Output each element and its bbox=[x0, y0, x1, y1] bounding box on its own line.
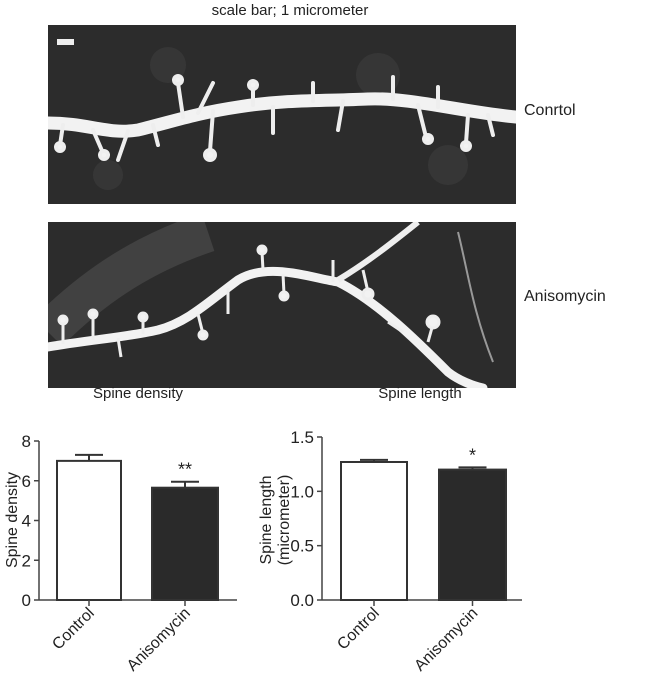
bar-anisomycin bbox=[438, 468, 507, 601]
y-axis-label: Spine density bbox=[4, 472, 21, 568]
chart-title: Spine length bbox=[378, 385, 461, 402]
x-tick-label: Anisomycin bbox=[411, 605, 481, 675]
y-axis-label: Spine length bbox=[258, 476, 275, 565]
scale-bar-caption: scale bar; 1 micrometer bbox=[211, 2, 369, 19]
y-tick-label: 1.5 bbox=[290, 428, 314, 447]
anisomycin-micrograph-label: Anisomycin bbox=[524, 288, 606, 305]
charts: Spine density Spine density 0 2 4 6 8 Control… bbox=[4, 385, 522, 675]
anisomycin-micrograph bbox=[48, 222, 516, 388]
bar-control bbox=[56, 459, 122, 601]
spine-length-chart: Spine length Spine length (micrometer) 0… bbox=[258, 385, 522, 675]
x-tick-label: Anisomycin bbox=[124, 605, 194, 675]
y-tick-label: 0.5 bbox=[290, 537, 314, 556]
control-micrograph-label: Conrtol bbox=[524, 102, 576, 119]
y-tick-label: 0.0 bbox=[290, 591, 314, 610]
y-tick-label: 0 bbox=[22, 591, 31, 610]
y-tick-label: 6 bbox=[22, 472, 31, 491]
scale-bar bbox=[57, 39, 74, 45]
chart-title: Spine density bbox=[93, 385, 184, 402]
y-tick-label: 8 bbox=[22, 432, 31, 451]
spine-density-chart: Spine density Spine density 0 2 4 6 8 Control… bbox=[4, 385, 237, 675]
bar-control bbox=[340, 460, 408, 601]
control-micrograph bbox=[48, 25, 516, 204]
y-tick-label: 2 bbox=[22, 551, 31, 570]
x-tick-label: Control bbox=[334, 605, 382, 653]
y-tick-label: 1.0 bbox=[290, 482, 314, 501]
significance-marker: ** bbox=[178, 460, 192, 480]
significance-marker: * bbox=[469, 445, 476, 465]
y-tick-label: 4 bbox=[22, 512, 31, 531]
y-axis-label-unit: (micrometer) bbox=[276, 475, 293, 566]
bar-anisomycin bbox=[151, 486, 219, 601]
x-tick-label: Control bbox=[49, 605, 97, 653]
